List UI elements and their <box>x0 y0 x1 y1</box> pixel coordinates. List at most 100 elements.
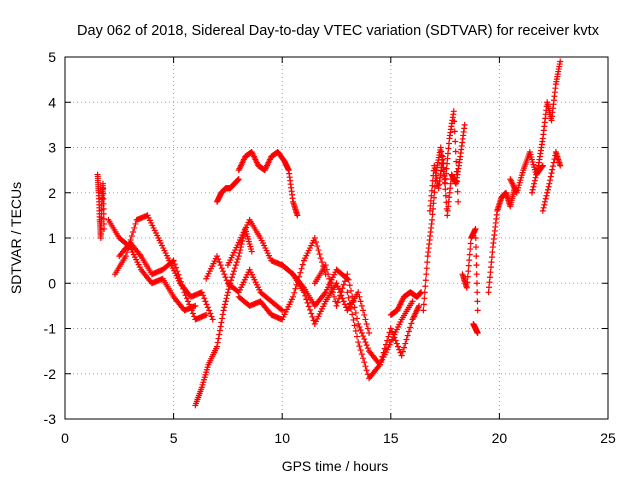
data-point <box>533 171 540 178</box>
data-point <box>337 292 344 299</box>
data-point <box>218 319 225 326</box>
data-point <box>466 251 473 258</box>
data-point <box>298 265 305 272</box>
data-point <box>444 155 451 162</box>
data-point <box>279 307 286 314</box>
data-point <box>189 310 196 317</box>
data-point <box>420 301 427 308</box>
data-point <box>180 285 187 292</box>
data-point <box>392 337 399 344</box>
data-point <box>351 322 358 329</box>
data-point <box>376 361 383 368</box>
data-point <box>223 295 230 302</box>
data-point <box>440 160 447 167</box>
data-point <box>208 313 215 320</box>
data-point <box>350 298 357 305</box>
data-point <box>122 253 129 260</box>
data-point <box>130 228 137 235</box>
data-point <box>224 289 231 296</box>
y-tick-label: 2 <box>48 185 56 201</box>
data-point <box>420 307 427 314</box>
data-point <box>361 336 368 343</box>
data-point <box>399 348 406 355</box>
data-point <box>299 261 306 268</box>
data-point <box>174 268 181 275</box>
data-point <box>202 298 209 305</box>
data-point <box>207 310 214 317</box>
data-point <box>474 289 481 296</box>
data-point <box>389 328 396 335</box>
data-point <box>314 243 321 250</box>
series-arc-16 <box>426 121 468 219</box>
data-point <box>362 339 369 346</box>
data-point <box>547 177 554 184</box>
data-point <box>349 293 356 300</box>
data-point <box>474 307 481 314</box>
data-point <box>300 289 307 296</box>
data-point <box>486 279 493 286</box>
data-point <box>428 187 435 194</box>
data-point <box>543 192 550 199</box>
data-point <box>188 307 195 314</box>
data-point <box>379 353 386 360</box>
x-tick-label: 5 <box>170 430 178 446</box>
data-point <box>442 192 449 199</box>
data-point <box>531 177 538 184</box>
data-point <box>408 320 415 327</box>
data-point <box>222 301 229 308</box>
data-point <box>355 320 362 327</box>
data-point <box>224 292 231 299</box>
data-point <box>235 176 242 183</box>
data-point <box>344 289 351 296</box>
data-point <box>355 289 362 296</box>
data-point <box>186 301 193 308</box>
data-point <box>395 343 402 350</box>
data-point <box>203 311 210 318</box>
data-point <box>463 284 470 291</box>
data-point <box>545 183 552 190</box>
data-point <box>100 190 107 197</box>
data-point <box>347 305 354 312</box>
data-point <box>340 281 347 288</box>
data-point <box>441 179 448 186</box>
data-point <box>132 220 139 227</box>
data-point <box>363 320 370 327</box>
data-point <box>235 253 242 260</box>
data-point <box>201 295 208 302</box>
data-point <box>333 280 340 287</box>
data-point <box>405 328 412 335</box>
data-point <box>175 271 182 278</box>
data-point <box>173 264 180 271</box>
data-point <box>530 183 537 190</box>
data-point <box>489 249 496 256</box>
x-axis-label: GPS time / hours <box>282 458 389 474</box>
data-point <box>485 289 492 296</box>
data-point <box>352 309 359 316</box>
data-point <box>356 343 363 350</box>
data-point <box>358 302 365 309</box>
data-point <box>416 302 423 309</box>
series-arc-17 <box>459 225 481 314</box>
data-point <box>187 304 194 311</box>
data-point <box>467 246 474 253</box>
data-point <box>362 316 369 323</box>
data-point <box>100 220 107 227</box>
data-point <box>177 278 184 285</box>
data-point <box>171 261 178 268</box>
series-arc-18 <box>470 320 481 337</box>
data-point <box>325 271 332 278</box>
data-point <box>390 331 397 338</box>
data-point <box>176 275 183 282</box>
data-point <box>209 316 216 323</box>
data-point <box>185 298 192 305</box>
data-point <box>339 285 346 292</box>
data-point <box>474 330 481 337</box>
data-point <box>429 211 436 218</box>
data-point <box>290 293 297 300</box>
data-point <box>467 240 474 247</box>
data-point <box>222 298 229 305</box>
data-point <box>311 235 318 241</box>
data-point <box>222 274 229 281</box>
data-point <box>534 165 541 172</box>
